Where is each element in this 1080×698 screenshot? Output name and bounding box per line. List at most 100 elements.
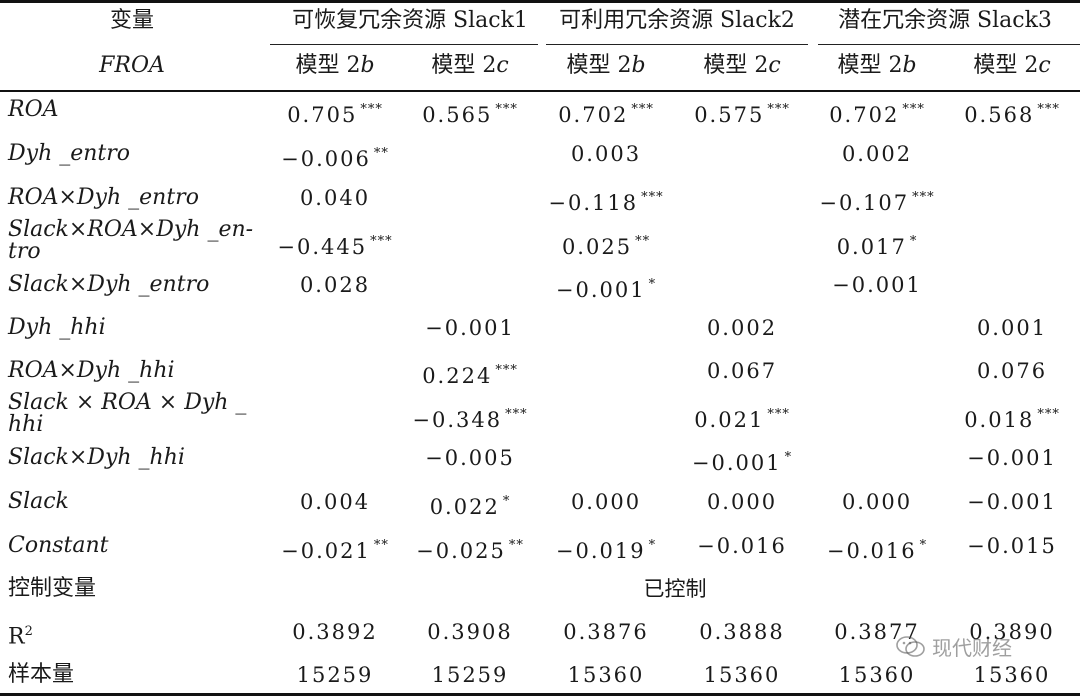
table-cell: −0.118 *** [548, 185, 663, 216]
table-cell: −0.016 [697, 533, 787, 559]
cell-value: 0.3892 [292, 620, 378, 644]
table-cell: 0.040 [300, 185, 370, 211]
table-cell: 0.3890 [969, 619, 1054, 645]
cell-value: −0.001 [967, 446, 1057, 470]
row-label: ROA [8, 97, 59, 122]
cell-value: 15360 [703, 663, 781, 687]
cell-value: 0.705 [287, 103, 358, 127]
cell-value: 0.000 [841, 490, 913, 514]
table-cell: 0.702 *** [829, 97, 925, 128]
cell-value: −0.348 [412, 408, 503, 432]
row-label: Slack×Dyh _hhi [8, 445, 185, 470]
table-cell: 15259 [297, 662, 374, 688]
group-header: 可利用冗余资源 Slack2 [559, 8, 795, 33]
group-rule-2 [546, 44, 808, 45]
table-cell: 15360 [704, 662, 781, 688]
cell-value: −0.021 [281, 539, 371, 563]
table-cell: −0.021 ** [281, 533, 389, 564]
model-header: 模型 2c [431, 53, 509, 78]
cell-value: −0.019 [555, 539, 646, 563]
watermark-text: 现代财经 [932, 636, 1012, 660]
cell-value: 0.018 [964, 408, 1035, 432]
significance-stars: ** [373, 146, 389, 161]
group-rule-3 [818, 44, 1080, 45]
significance-stars: *** [631, 102, 654, 117]
table-cell: 0.067 [707, 358, 777, 384]
row-label: Constant [8, 533, 109, 558]
significance-stars: ** [635, 234, 651, 249]
significance-stars: * [502, 494, 511, 509]
cell-value: −0.118 [548, 191, 639, 215]
table-cell: −0.348 *** [412, 402, 527, 433]
table-cell: 0.028 [300, 272, 370, 298]
table-cell: 0.3877 [834, 619, 919, 645]
model-header: 模型 2c [973, 53, 1051, 78]
cell-value: 15360 [973, 663, 1051, 687]
wechat-icon [896, 635, 925, 657]
significance-stars: *** [1037, 407, 1060, 422]
cell-value: 0.575 [694, 103, 765, 127]
table-cell: 0.224 *** [422, 358, 518, 389]
table-cell: 0.3908 [427, 619, 512, 645]
significance-stars: *** [495, 363, 518, 378]
watermark: 现代财经 [896, 632, 1012, 661]
table-cell: 0.705 *** [287, 97, 383, 128]
table-cell: 0.004 [300, 489, 370, 515]
cell-value: −0.016 [697, 534, 787, 558]
row-label: Dyh _hhi [8, 315, 106, 340]
significance-stars: *** [505, 407, 528, 422]
cell-value: −0.445 [277, 235, 368, 259]
bottom-rule [0, 693, 1080, 696]
cell-value: 0.3888 [699, 620, 785, 644]
top-rule [0, 0, 1080, 3]
table-cell: −0.107 *** [819, 185, 934, 216]
significance-stars: * [784, 450, 793, 465]
table-cell: −0.016 * [827, 533, 927, 564]
table-cell: −0.001 * [556, 272, 656, 303]
cell-value: −0.001 [425, 316, 515, 340]
significance-stars: * [648, 277, 657, 292]
table-cell: 15360 [974, 662, 1051, 688]
table-cell: 0.021 *** [694, 402, 790, 433]
table-cell: 15259 [432, 662, 509, 688]
table-cell: −0.001 [832, 272, 922, 298]
cell-value: 0.3876 [563, 620, 649, 644]
table-cell: 0.3888 [699, 619, 784, 645]
cell-value: 0.076 [976, 359, 1048, 383]
cell-value: −0.025 [416, 539, 506, 563]
cell-value: −0.107 [819, 191, 910, 215]
cell-value: 15360 [838, 663, 916, 687]
cell-value: 0.001 [976, 316, 1048, 340]
cell-value: 0.067 [706, 359, 778, 383]
table-cell: 0.018 *** [964, 402, 1060, 433]
table-cell: −0.001 * [692, 445, 792, 476]
cell-value: 0.000 [706, 490, 778, 514]
table-cell: 0.575 *** [694, 97, 790, 128]
cell-value: 0.022 [429, 495, 500, 519]
cell-value: −0.001 [967, 490, 1057, 514]
table-cell: −0.006 ** [281, 141, 389, 172]
cell-value: 0.224 [422, 364, 493, 388]
header-rule [0, 90, 1080, 92]
model-header: 模型 2c [703, 53, 781, 78]
table-cell: −0.445 *** [277, 229, 392, 260]
cell-value: 0.002 [706, 316, 778, 340]
table-cell: −0.019 * [556, 533, 656, 564]
table-cell: 0.702 *** [558, 97, 654, 128]
cell-value: 15360 [567, 663, 645, 687]
table-cell: 0.025 ** [562, 229, 650, 260]
table-cell: −0.001 [967, 489, 1057, 515]
group-header: 潜在冗余资源 Slack3 [838, 8, 1052, 33]
table-cell: −0.001 [967, 445, 1057, 471]
cell-value: 0.702 [829, 103, 900, 127]
cell-value: −0.015 [967, 534, 1057, 558]
table-cell: −0.025 ** [416, 533, 524, 564]
table-cell: 15360 [839, 662, 916, 688]
cell-value: 15259 [296, 663, 374, 687]
cell-value: 0.004 [299, 490, 371, 514]
header-variable: 变量 [109, 8, 155, 33]
row-label: R2 [8, 624, 33, 650]
table-cell: 0.076 [977, 358, 1047, 384]
row-label: Dyh _entro [8, 141, 131, 166]
model-header: 模型 2b [837, 53, 917, 78]
